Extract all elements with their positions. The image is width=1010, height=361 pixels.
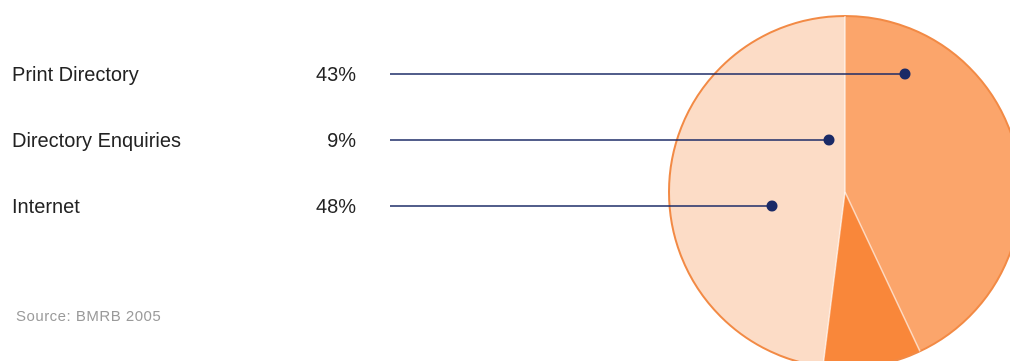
leader-dot-directory-enquiries [823, 134, 835, 146]
value-label-print-directory: 43% [316, 64, 356, 86]
legend-label-print-directory: Print Directory [12, 64, 139, 86]
pie-slices [668, 15, 1010, 361]
leader-dot-internet [766, 200, 778, 212]
leader-lines [390, 68, 911, 212]
legend-label-internet: Internet [12, 196, 80, 218]
leader-dot-print-directory [899, 68, 911, 80]
value-label-directory-enquiries: 9% [327, 130, 356, 152]
pie-slice-print-directory [845, 16, 1010, 352]
value-label-internet: 48% [316, 196, 356, 218]
legend-label-directory-enquiries: Directory Enquiries [12, 130, 181, 152]
legend-labels: Print Directory 43% Directory Enquiries 9% I… [12, 64, 356, 218]
slice-separator [822, 191, 846, 361]
pie-slice-directory-enquiries [823, 192, 920, 361]
pie-slice-internet [669, 16, 845, 361]
slice-separator [844, 191, 921, 352]
source-note: Source: BMRB 2005 [16, 308, 161, 325]
